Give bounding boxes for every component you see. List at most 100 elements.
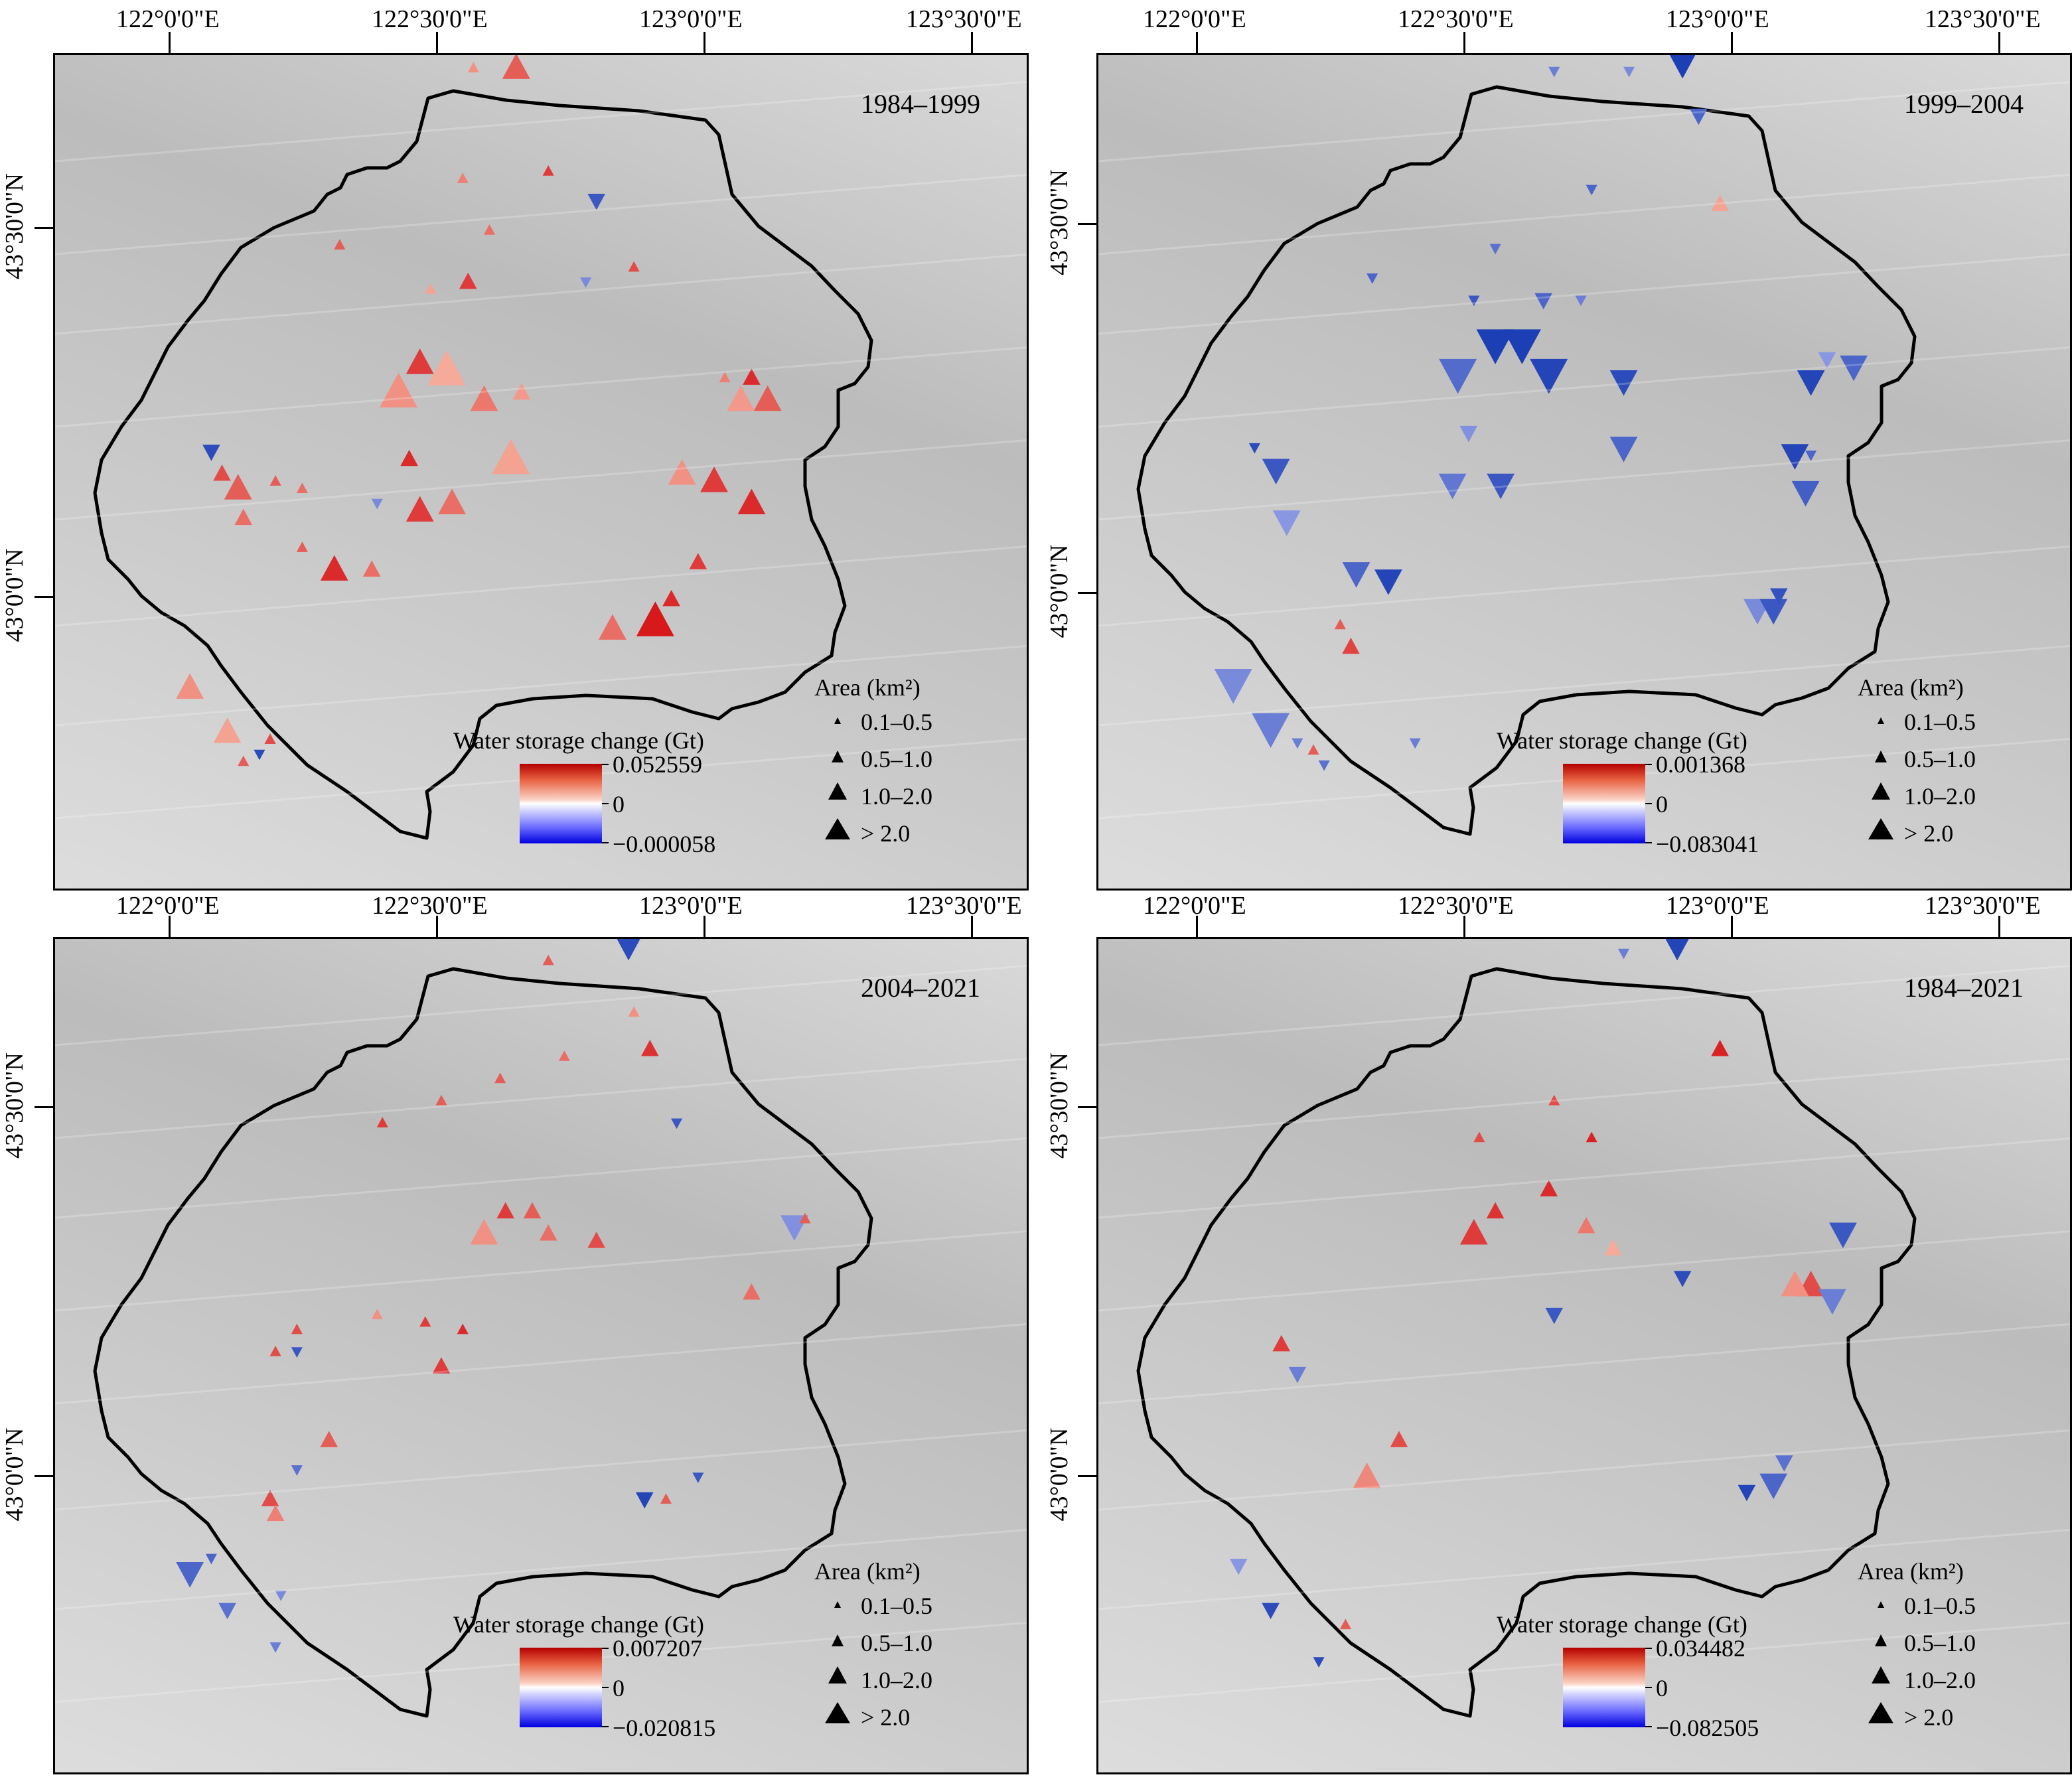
wsc-zero-label: 0 <box>1656 1675 1668 1701</box>
ramp-tick <box>1645 803 1652 804</box>
lake-increase-marker <box>379 372 417 408</box>
size-symbol-2 <box>832 751 844 762</box>
lake-increase-marker <box>700 466 728 492</box>
lake-increase-marker <box>234 508 253 526</box>
lake-increase-marker <box>628 261 640 272</box>
lake-increase-marker <box>799 1212 811 1224</box>
lake-decrease-marker <box>1342 562 1370 588</box>
lake-decrease-marker <box>275 1591 287 1601</box>
lake-increase-marker <box>1540 1180 1558 1196</box>
lake-increase-marker <box>1711 194 1729 212</box>
lake-increase-marker <box>296 482 308 493</box>
color-ramp <box>520 1648 602 1727</box>
period-label: 2004–2021 <box>861 973 980 1003</box>
map-svg <box>1136 939 1917 1718</box>
area-class: 1.0–2.0 <box>1904 783 1976 810</box>
lake-increase-marker <box>320 1431 338 1447</box>
lake-increase-marker <box>689 553 707 569</box>
region-boundary <box>93 967 873 1718</box>
lon-tick <box>1998 32 2000 53</box>
lake-decrease-marker <box>1775 1455 1793 1472</box>
lake-increase-marker <box>512 383 531 400</box>
lon-label: 123°0'0"E <box>639 5 743 33</box>
map-svg <box>1136 55 1917 836</box>
lake-decrease-marker <box>1503 329 1541 364</box>
area-legend: Area (km²) 0.1–0.5 0.5–1.0 1.0–2.0 > 2.0 <box>814 1557 987 1756</box>
lake-increase-marker <box>660 1493 672 1504</box>
lake-decrease-marker <box>1248 443 1260 454</box>
lake-decrease-marker <box>1534 293 1552 310</box>
map-svg <box>93 939 873 1718</box>
lat-tick <box>35 596 54 598</box>
lake-increase-marker <box>264 733 276 745</box>
lake-increase-marker <box>743 1283 761 1300</box>
wsc-max-label: 0.034482 <box>1656 1635 1745 1662</box>
lon-label: 123°0'0"E <box>1666 5 1769 33</box>
lat-tick <box>35 227 54 229</box>
lon-tick <box>1998 916 2000 937</box>
lat-tick <box>35 1475 54 1477</box>
lake-increase-marker <box>269 1345 281 1356</box>
lake-increase-marker <box>1486 1202 1505 1219</box>
lake-decrease-marker <box>1288 1366 1307 1384</box>
lake-decrease-marker <box>1673 1271 1692 1287</box>
lon-tick <box>703 916 705 937</box>
lake-increase-marker <box>502 55 530 79</box>
lon-tick <box>1196 916 1198 937</box>
wsc-zero-label: 0 <box>1656 791 1668 818</box>
lat-label: 43°30'0"N <box>1045 169 1073 275</box>
ramp-tick <box>602 803 609 804</box>
size-symbol-2 <box>1875 751 1887 762</box>
lat-label: 43°0'0"N <box>1045 1427 1073 1522</box>
wsc-max-label: 0.007207 <box>613 1635 702 1662</box>
lake-increase-marker <box>1339 1618 1351 1630</box>
lake-decrease-marker <box>1545 1307 1564 1325</box>
wsc-legend: Water storage change (Gt) 0.052559 0 −0.… <box>453 727 759 873</box>
lon-label: 122°0'0"E <box>1143 5 1246 33</box>
ramp-tick <box>602 1648 609 1649</box>
lake-decrease-marker <box>1781 444 1809 470</box>
lake-decrease-marker <box>1262 1603 1280 1620</box>
lake-decrease-marker <box>1840 355 1868 382</box>
lake-increase-marker <box>719 372 731 383</box>
area-class: 1.0–2.0 <box>1904 1667 1976 1693</box>
lake-increase-marker <box>432 1357 451 1374</box>
lon-label: 122°30'0"E <box>372 5 488 33</box>
lon-tick <box>436 916 438 937</box>
size-symbol-4 <box>825 1702 850 1723</box>
area-class: 0.5–1.0 <box>1904 746 1976 772</box>
lake-increase-marker <box>558 1050 570 1061</box>
lon-tick <box>169 916 171 937</box>
lake-decrease-marker <box>1229 1558 1248 1575</box>
lake-markers <box>176 55 782 766</box>
lake-increase-marker <box>1459 1219 1488 1245</box>
lake-increase-marker <box>467 62 479 73</box>
lake-decrease-marker <box>580 277 592 288</box>
lake-decrease-marker <box>202 445 220 461</box>
lat-label: 43°0'0"N <box>1 1427 29 1522</box>
lake-increase-marker <box>419 1316 431 1327</box>
color-ramp <box>1563 764 1645 843</box>
lon-label: 123°0'0"E <box>1666 892 1769 920</box>
size-symbol-1 <box>1878 717 1884 724</box>
lake-increase-marker <box>737 488 766 514</box>
period-label: 1999–2004 <box>1904 89 2024 119</box>
wsc-min-label: −0.082505 <box>1656 1715 1759 1741</box>
lake-increase-marker <box>494 1072 506 1084</box>
lake-increase-marker <box>727 385 755 411</box>
lake-increase-marker <box>1307 744 1319 755</box>
lake-decrease-marker <box>1759 1473 1788 1500</box>
ramp-tick <box>1645 1648 1652 1649</box>
lake-decrease-marker <box>1609 437 1638 463</box>
terrain-texture <box>1098 964 2070 1703</box>
wsc-min-label: −0.020815 <box>613 1715 716 1741</box>
lake-increase-marker <box>266 1504 285 1522</box>
area-legend-symbols <box>825 717 850 839</box>
lon-label: 123°30'0"E <box>906 892 1022 920</box>
lake-increase-marker <box>213 464 231 481</box>
area-legend: Area (km²) 0.1–0.5 0.5–1.0 1.0–2.0 > 2.0 <box>814 674 987 873</box>
size-symbol-2 <box>1875 1634 1887 1646</box>
lake-increase-marker <box>641 1040 659 1056</box>
map-frame: 1984–1999 Water storage change (Gt) 0.05… <box>53 53 1029 891</box>
area-class: 0.5–1.0 <box>861 746 932 772</box>
